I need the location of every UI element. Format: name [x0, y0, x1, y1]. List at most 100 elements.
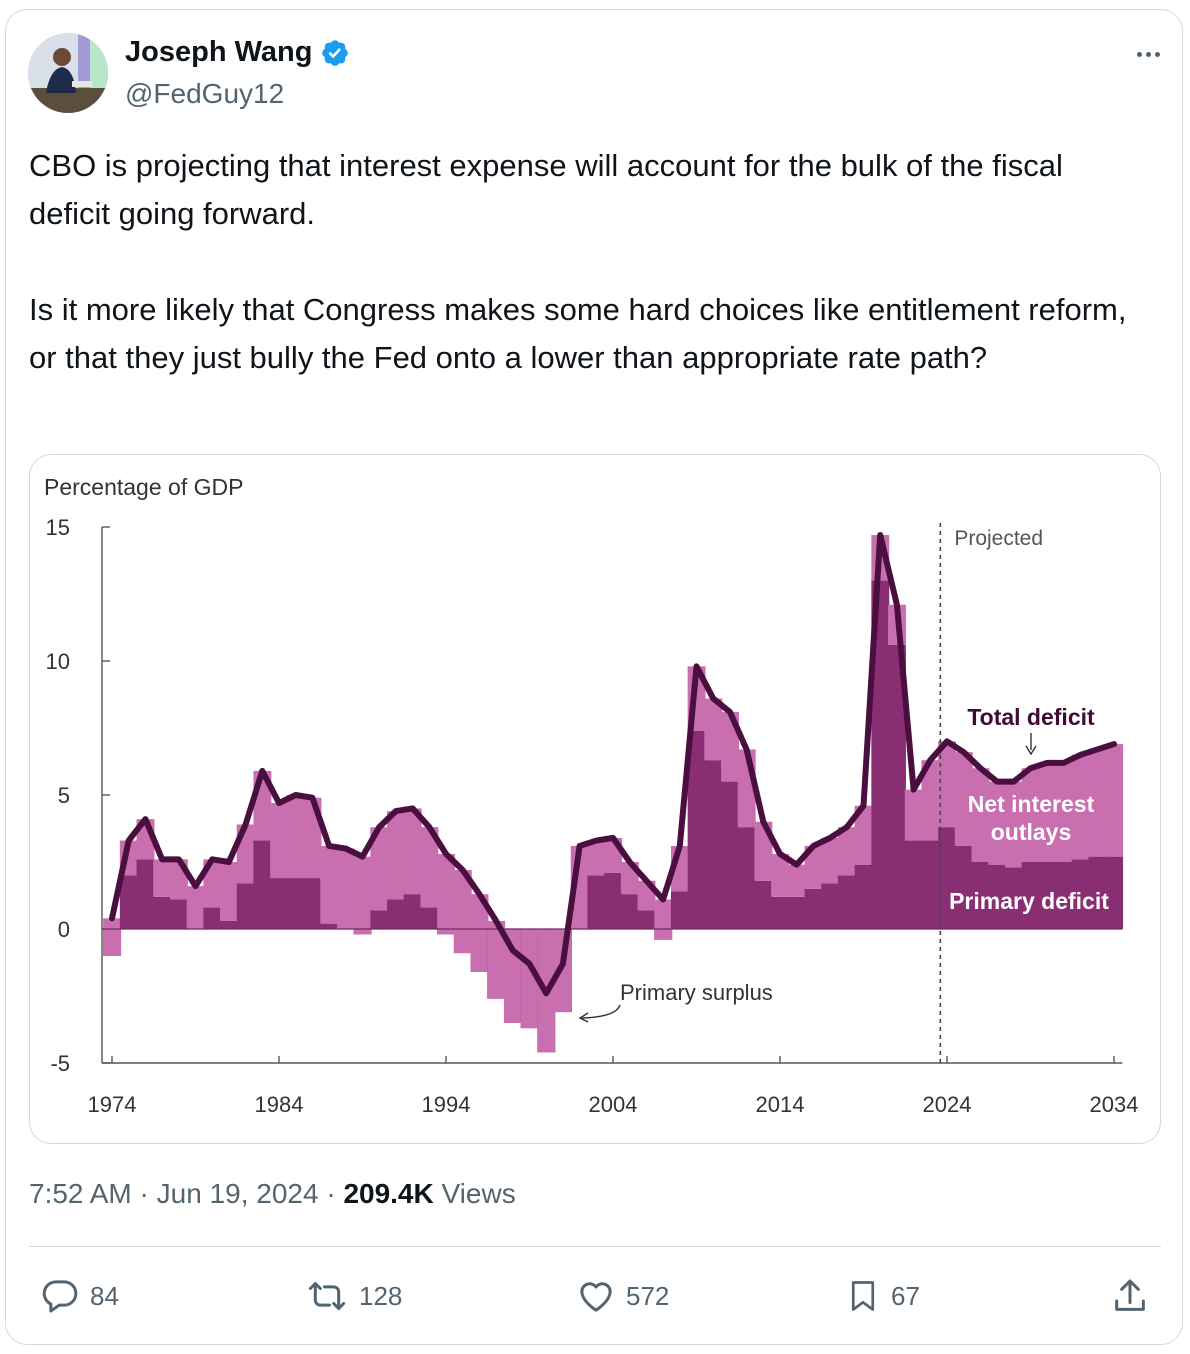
avatar[interactable] — [28, 33, 108, 113]
author-handle[interactable]: @FedGuy12 — [125, 78, 285, 109]
net-interest-bar — [270, 803, 289, 879]
more-options-icon[interactable] — [1128, 36, 1168, 72]
primary-surplus-arrow — [581, 1004, 621, 1019]
author-row: Joseph Wang — [125, 36, 350, 69]
primary-deficit-bar — [387, 899, 405, 929]
net-interest-bar — [988, 781, 1007, 865]
net-interest-bar — [921, 760, 940, 841]
primary-deficit-bar — [236, 883, 255, 929]
primary-deficit-bar — [220, 920, 238, 929]
net-interest-bar — [938, 741, 957, 828]
projected-label: Projected — [954, 527, 1043, 550]
deficit-chart: Percentage of GDP 15 10 5 0 -5 1974 1984 1994 200… — [44, 474, 1138, 1117]
share-button[interactable] — [1110, 1276, 1150, 1316]
avatar-image — [28, 33, 108, 113]
y-tick-label: 5 — [58, 783, 70, 808]
net-interest-bar — [771, 853, 790, 897]
net-interest-bar — [837, 827, 856, 876]
primary-deficit-bar — [938, 827, 957, 929]
repost-count: 128 — [359, 1280, 403, 1311]
primary-deficit-bar — [303, 878, 322, 929]
primary-deficit-bar — [1105, 856, 1124, 929]
primary-deficit-bar — [704, 760, 723, 929]
net-interest-bar — [654, 899, 673, 940]
primary-deficit-bar — [787, 896, 806, 929]
primary-deficit-bar — [587, 875, 606, 929]
x-tick-label: 1984 — [255, 1092, 304, 1117]
tweet-text: CBO is projecting that interest expense … — [29, 142, 1149, 382]
net-interest-label: Net interest — [968, 791, 1095, 817]
primary-deficit-bar — [754, 880, 773, 929]
net-interest-bar — [1105, 744, 1124, 857]
primary-deficit-bar — [821, 883, 840, 929]
total-deficit-arrow-head — [1025, 745, 1037, 756]
net-interest-bar — [854, 805, 873, 865]
primary-deficit-bar — [320, 923, 339, 929]
total-deficit-line — [109, 532, 1117, 997]
tweet-paragraph: CBO is projecting that interest expense … — [29, 148, 1063, 231]
primary-deficit-bar — [971, 862, 990, 929]
primary-deficit-bar — [270, 878, 289, 929]
author-name[interactable]: Joseph Wang — [125, 36, 313, 68]
net-interest-bar — [1021, 768, 1040, 862]
net-interest-bar — [403, 808, 422, 895]
primary-deficit-bar — [604, 872, 623, 929]
primary-deficit-bar — [153, 896, 172, 929]
tweet-time[interactable]: 7:52 AM — [29, 1178, 132, 1209]
repost-icon — [308, 1282, 346, 1310]
net-interest-bar — [821, 837, 840, 884]
net-interest-bar — [704, 698, 723, 761]
primary-deficit-bar — [253, 840, 272, 929]
reply-button[interactable]: 84 — [40, 1276, 119, 1316]
primary-deficit-bar — [637, 910, 656, 929]
net-interest-bar — [320, 845, 339, 924]
primary-deficit-bar — [136, 859, 155, 929]
primary-deficit-bar — [169, 899, 188, 929]
share-icon — [1115, 1279, 1145, 1311]
x-tick-label: 2014 — [756, 1092, 805, 1117]
net-interest-bar — [286, 795, 305, 879]
primary-deficit-bar — [1071, 859, 1090, 929]
primary-deficit-bar — [203, 907, 222, 929]
verified-badge-icon — [322, 39, 349, 66]
primary-deficit-bar — [904, 840, 923, 929]
net-interest-bar — [420, 827, 439, 908]
primary-deficit-bar — [721, 781, 739, 929]
net-interest-bar — [971, 768, 990, 862]
reply-icon — [42, 1280, 78, 1313]
divider — [29, 1246, 1161, 1247]
repost-button[interactable]: 128 — [305, 1276, 402, 1316]
net-interest-bar — [1071, 754, 1090, 860]
primary-deficit-bar — [119, 875, 138, 929]
primary-surplus-arrow-head — [578, 1012, 589, 1023]
x-tick-label: 2024 — [923, 1092, 972, 1117]
primary-deficit-bar — [954, 845, 973, 929]
net-interest-bar — [437, 853, 456, 935]
primary-deficit-bar — [1088, 856, 1107, 929]
primary-deficit-bar — [837, 875, 856, 929]
meta-separator: · — [139, 1178, 149, 1209]
net-interest-bar — [1038, 762, 1057, 862]
net-interest-bar — [520, 929, 539, 1029]
views-count: 209.4K — [343, 1178, 434, 1209]
net-interest-bar — [453, 870, 472, 954]
primary-deficit-bar — [804, 888, 823, 929]
net-interest-bar — [103, 918, 122, 956]
net-interest-label: outlays — [991, 819, 1072, 845]
net-interest-bar — [787, 864, 806, 897]
primary-deficit-bar — [854, 864, 873, 929]
primary-surplus-label: Primary surplus — [620, 980, 773, 1005]
y-tick-label: 15 — [46, 515, 70, 540]
chart-image[interactable]: Percentage of GDP 15 10 5 0 -5 1974 1984 1994 200… — [29, 454, 1161, 1144]
primary-deficit-bar — [687, 730, 706, 929]
x-tick-label: 1974 — [88, 1092, 137, 1117]
bookmark-icon — [851, 1281, 875, 1311]
tweet-date[interactable]: Jun 19, 2024 — [156, 1178, 319, 1209]
x-tick-label: 2004 — [589, 1092, 638, 1117]
net-interest-bar — [587, 840, 606, 876]
net-interest-bar — [353, 856, 372, 935]
primary-deficit-bar — [988, 864, 1007, 929]
bookmark-button[interactable]: 67 — [845, 1276, 920, 1316]
net-interest-bar — [954, 752, 973, 846]
like-button[interactable]: 572 — [576, 1276, 669, 1316]
